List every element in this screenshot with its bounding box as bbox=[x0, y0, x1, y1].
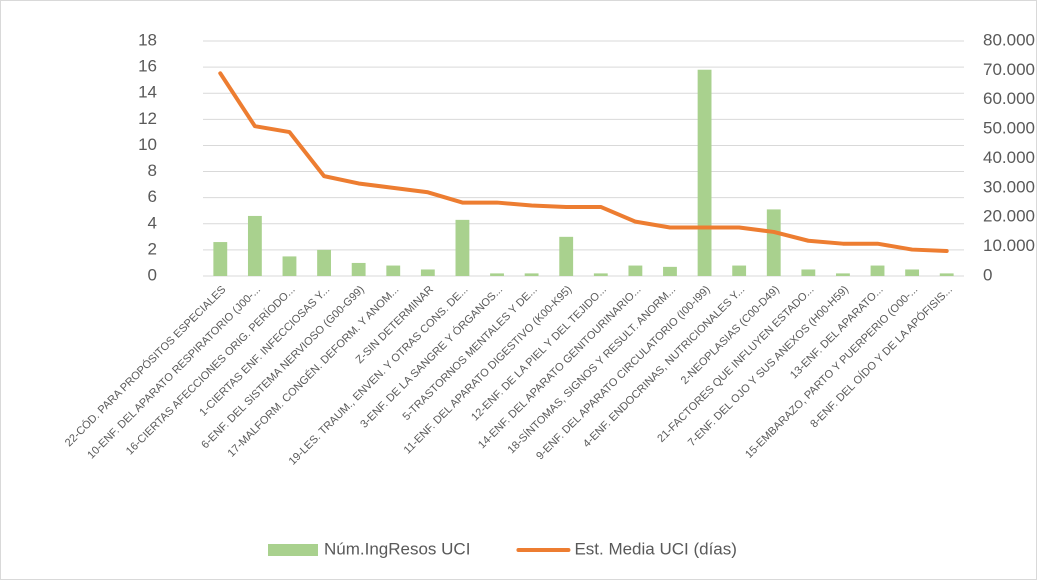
y-tick-label: 12 bbox=[138, 109, 157, 128]
y2-tick-label: 50.000 bbox=[983, 119, 1035, 138]
y2-tick-label: 60.000 bbox=[983, 89, 1035, 108]
legend-swatch bbox=[268, 544, 318, 556]
y2-tick-label: 80.000 bbox=[983, 30, 1035, 49]
y2-tick-label: 20.000 bbox=[983, 207, 1035, 226]
bar bbox=[524, 273, 539, 276]
bar bbox=[455, 219, 470, 276]
bar bbox=[593, 273, 608, 276]
bar bbox=[836, 273, 850, 276]
legend-label: Est. Media UCI (días) bbox=[574, 539, 737, 558]
y-tick-label: 10 bbox=[138, 135, 157, 154]
bar bbox=[663, 266, 677, 276]
y2-tick-label: 70.000 bbox=[983, 60, 1035, 79]
bar bbox=[905, 269, 920, 276]
y-tick-label: 2 bbox=[148, 239, 157, 258]
y2-tick-label: 40.000 bbox=[983, 148, 1035, 167]
y2-tick-label: 0 bbox=[983, 265, 992, 284]
bar bbox=[732, 265, 747, 276]
bar bbox=[247, 215, 262, 276]
bar bbox=[282, 256, 297, 276]
y-tick-label: 0 bbox=[148, 265, 157, 284]
bar bbox=[766, 209, 781, 276]
bar bbox=[420, 269, 435, 276]
y-tick-label: 18 bbox=[138, 30, 157, 49]
bar bbox=[870, 265, 885, 276]
y-tick-label: 14 bbox=[138, 83, 157, 102]
bar bbox=[801, 269, 816, 276]
legend-label: Núm.IngResos UCI bbox=[324, 539, 470, 558]
y2-tick-label: 10.000 bbox=[983, 236, 1035, 255]
bar bbox=[939, 273, 954, 276]
bar bbox=[490, 273, 504, 276]
bar bbox=[628, 265, 643, 276]
bar bbox=[317, 249, 331, 276]
y-tick-label: 8 bbox=[148, 161, 157, 180]
bar bbox=[697, 69, 712, 276]
bar bbox=[386, 265, 401, 276]
bar bbox=[213, 242, 228, 276]
bar bbox=[351, 262, 366, 276]
y-tick-label: 16 bbox=[138, 57, 157, 76]
line bbox=[218, 71, 949, 254]
bar bbox=[559, 236, 574, 276]
y-tick-label: 6 bbox=[148, 187, 157, 206]
y2-tick-label: 30.000 bbox=[983, 177, 1035, 196]
y-tick-label: 4 bbox=[148, 213, 157, 232]
